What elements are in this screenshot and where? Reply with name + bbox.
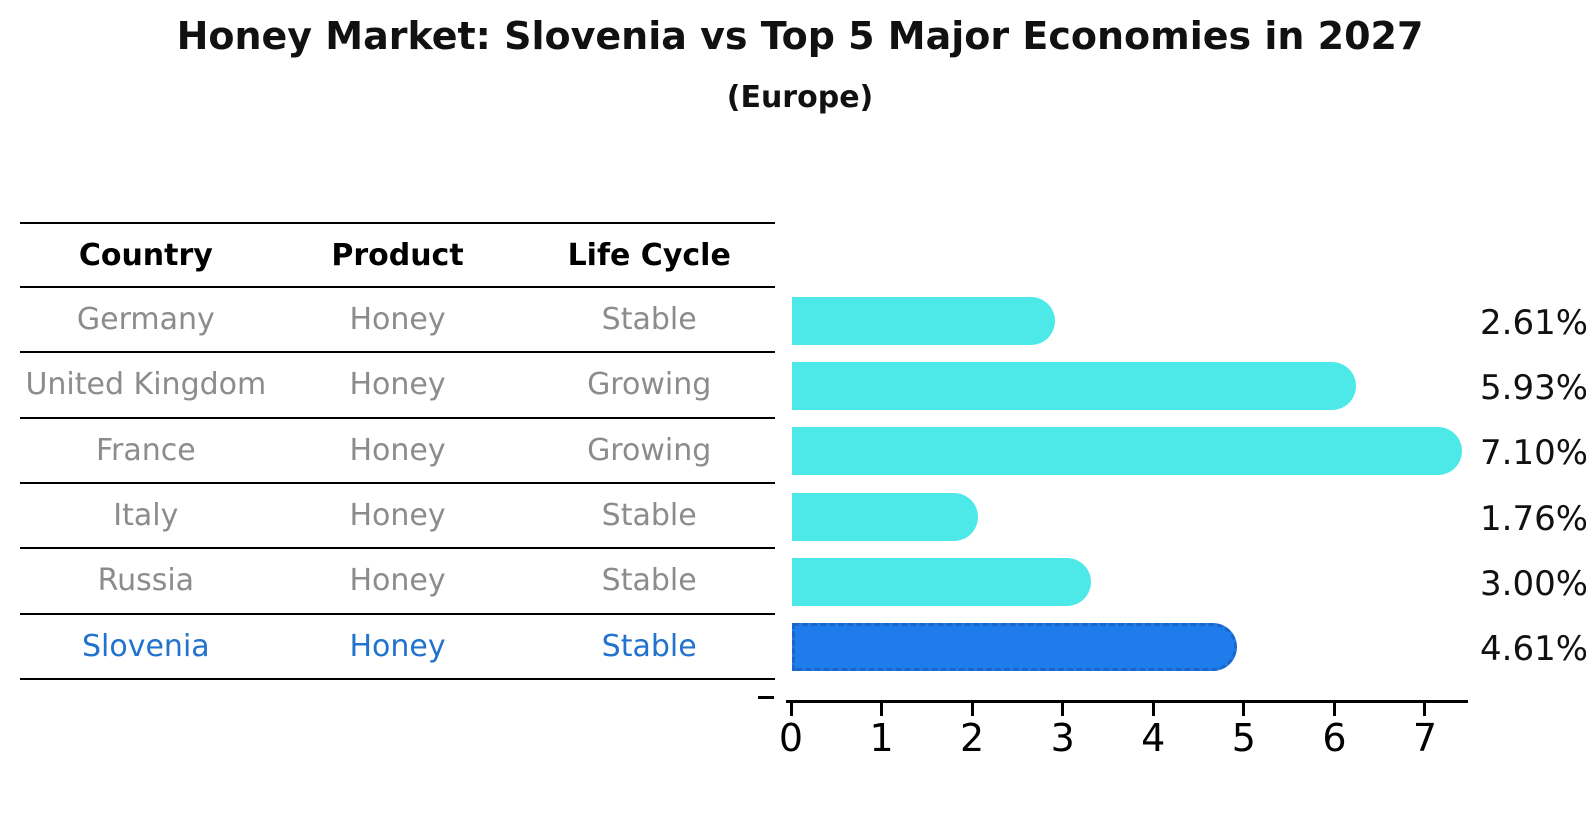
cell-life-cycle: Growing — [587, 432, 712, 468]
cell-life-cycle: Stable — [601, 302, 697, 338]
value-label-germany: 2.61% — [1480, 302, 1586, 343]
value-label-slovenia: 4.61% — [1480, 629, 1586, 670]
x-axis-tick-label: 0 — [778, 716, 804, 760]
bar-france — [792, 427, 1463, 476]
chart-title: Honey Market: Slovenia vs Top 5 Major Ec… — [176, 14, 1424, 58]
value-label-russia: 3.00% — [1480, 563, 1586, 604]
cell-country: Russia — [97, 563, 195, 599]
table-row: Russia Honey Stable — [20, 549, 775, 615]
x-axis-tick — [1423, 703, 1427, 716]
axis-origin-dash — [758, 696, 774, 699]
header-cell-country: Country — [78, 237, 213, 273]
cell-country: France — [95, 432, 196, 468]
cell-product: Honey — [349, 498, 446, 534]
table-body: Germany Honey Stable United Kingdom Hone… — [20, 288, 775, 680]
cell-country: United Kingdom — [25, 367, 267, 403]
x-axis-tick-label: 6 — [1322, 716, 1347, 760]
bar-germany — [792, 296, 1056, 345]
bar-united-kingdom — [792, 361, 1357, 410]
table-row: France Honey Growing — [20, 419, 775, 484]
cell-product: Honey — [349, 432, 446, 468]
cell-product: Honey — [349, 628, 446, 664]
table-row: Italy Honey Stable — [20, 484, 775, 550]
x-axis-tick — [970, 703, 974, 716]
x-axis-tick-label: 2 — [960, 716, 985, 760]
x-axis-tick — [880, 703, 884, 716]
x-axis-tick-label: 4 — [1141, 716, 1166, 760]
x-axis-tick — [1242, 703, 1246, 716]
table-header-row: Country Product Life Cycle — [20, 222, 775, 288]
bar-italy — [792, 492, 979, 541]
x-axis-tick-label: 1 — [869, 716, 894, 760]
bar-russia — [792, 557, 1091, 606]
header-cell-life-cycle: Life Cycle — [567, 237, 731, 273]
bar-slovenia — [792, 623, 1237, 672]
x-axis-line — [786, 700, 1468, 703]
comparison-table: Country Product Life Cycle Germany Honey… — [20, 222, 775, 680]
value-label-france: 7.10% — [1480, 433, 1586, 474]
x-axis-tick — [1151, 703, 1155, 716]
chart-subtitle: (Europe) — [726, 80, 874, 115]
cell-life-cycle: Stable — [601, 563, 697, 599]
cell-product: Honey — [349, 302, 446, 338]
cell-country: Italy — [113, 498, 179, 534]
header-cell-product: Product — [331, 237, 464, 273]
cell-product: Honey — [349, 367, 446, 403]
cell-life-cycle: Stable — [601, 628, 697, 664]
cell-life-cycle: Growing — [587, 367, 712, 403]
x-axis-tick-label: 5 — [1231, 716, 1256, 760]
table-row: Germany Honey Stable — [20, 288, 775, 354]
x-axis-tick-label: 7 — [1412, 716, 1438, 760]
value-label-italy: 1.76% — [1480, 498, 1586, 539]
table-row: Slovenia Honey Stable — [20, 615, 775, 680]
x-axis-tick — [789, 703, 793, 716]
cell-life-cycle: Stable — [601, 498, 697, 534]
value-label-united-kingdom: 5.93% — [1480, 367, 1586, 408]
x-axis-tick-label: 3 — [1050, 716, 1075, 760]
x-axis-tick — [1332, 703, 1336, 716]
x-axis-tick — [1061, 703, 1065, 716]
cell-country: Slovenia — [81, 628, 210, 664]
cell-product: Honey — [349, 563, 446, 599]
table-row: United Kingdom Honey Growing — [20, 353, 775, 419]
cell-country: Germany — [76, 302, 215, 338]
